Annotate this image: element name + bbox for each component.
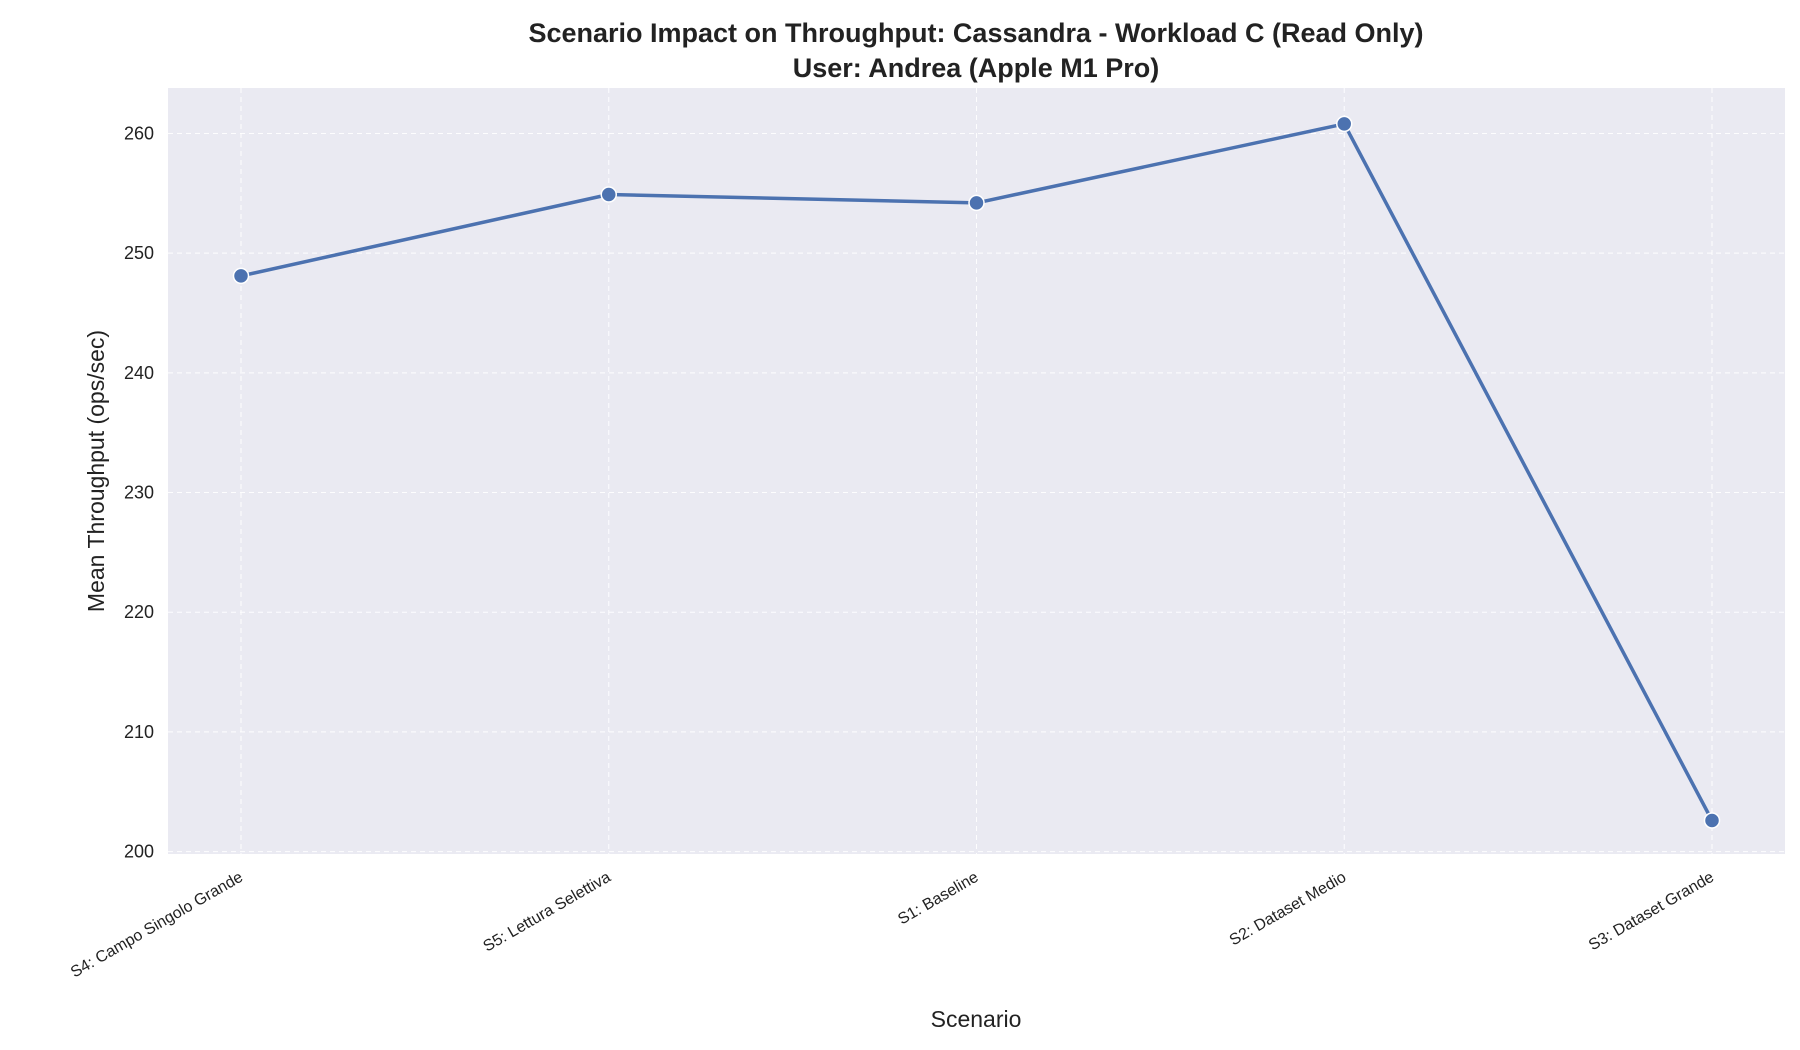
y-tick-label: 230 (124, 483, 154, 503)
y-axis-label: Mean Throughput (ops/sec) (83, 330, 109, 612)
chart-title-line-2: User: Andrea (Apple M1 Pro) (793, 53, 1160, 83)
y-tick-label: 260 (124, 123, 154, 143)
data-point (968, 194, 985, 212)
grid (168, 88, 1785, 854)
x-tick-label: S5: Lettura Selettiva (480, 869, 613, 956)
series-throughput (232, 115, 1721, 829)
y-tick-label: 250 (124, 243, 154, 263)
x-tick-label: S3: Dataset Grande (1586, 869, 1717, 954)
data-point (600, 186, 617, 203)
data-point (232, 267, 250, 285)
data-point (1336, 115, 1353, 133)
y-tick-label: 200 (124, 842, 154, 862)
y-tick-label: 240 (124, 363, 154, 383)
x-tick-label: S2: Dataset Medio (1227, 869, 1350, 950)
x-tick-label: S1: Baseline (895, 869, 981, 929)
x-axis-ticks: S4: Campo Singolo Grande S5: Lettura Sele… (68, 869, 1717, 982)
y-axis-ticks: 200 210 220 230 240 250 260 (124, 123, 154, 861)
x-tick-label: S4: Campo Singolo Grande (68, 869, 246, 982)
chart-title-line-1: Scenario Impact on Throughput: Cassandra… (528, 18, 1423, 48)
y-tick-label: 220 (124, 602, 154, 622)
y-tick-label: 210 (124, 722, 154, 742)
data-point (1703, 812, 1721, 829)
x-axis-label: Scenario (931, 1006, 1022, 1032)
